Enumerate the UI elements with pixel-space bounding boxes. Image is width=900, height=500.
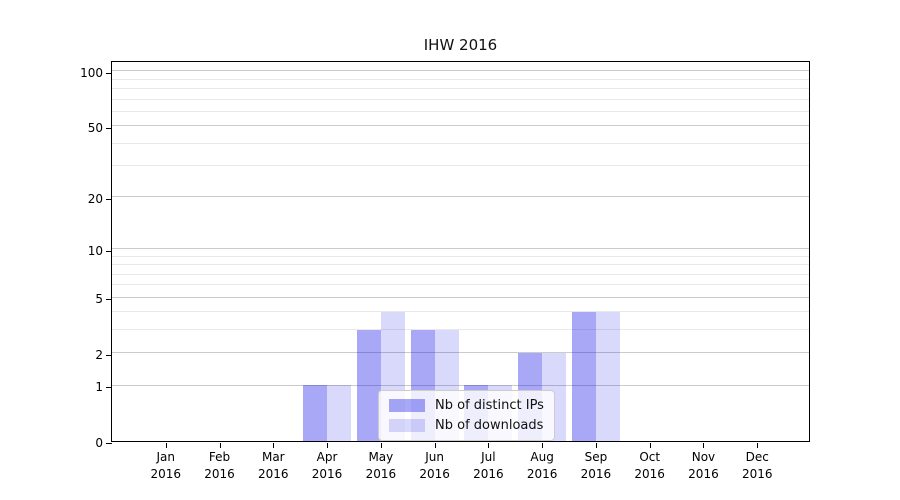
x-tick-label: Oct 2016 (634, 450, 665, 481)
y-tick-mark (106, 443, 112, 444)
y-gridline-major (112, 125, 809, 127)
x-tick-label: Feb 2016 (204, 450, 235, 481)
x-tick-mark (434, 443, 436, 448)
bar-downloads (595, 311, 620, 441)
y-gridline-major (112, 196, 809, 198)
y-tick-mark (106, 198, 112, 200)
x-tick-label: Aug 2016 (526, 450, 558, 481)
x-tick-mark (649, 443, 651, 448)
y-gridline-minor (112, 311, 809, 313)
y-gridline-major (112, 248, 809, 250)
bar-distinct-ips (356, 329, 381, 441)
y-gridline-minor (112, 165, 809, 167)
y-gridline-minor (112, 264, 809, 266)
y-gridline-minor (112, 110, 809, 112)
y-gridline-minor (112, 98, 809, 100)
x-tick-label: Nov 2016 (688, 450, 719, 481)
y-gridline-major (112, 384, 809, 386)
plot-area: Nb of distinct IPs Nb of downloads 0 1 2 5 1… (80, 61, 810, 481)
x-tick-mark (219, 443, 221, 448)
bar-distinct-ips (571, 311, 596, 441)
y-gridline-major (112, 70, 809, 72)
x-tick-label: Jun 2016 (419, 450, 450, 481)
y-gridline-minor (112, 87, 809, 89)
y-gridline-minor (112, 142, 809, 144)
chart-title: IHW 2016 (423, 36, 498, 54)
x-tick-label: Sep 2016 (580, 450, 612, 481)
y-tick-label: 100 (80, 65, 103, 80)
y-tick-label: 20 (87, 191, 103, 206)
downloads-color-swatch (389, 419, 425, 432)
y-gridline-minor (112, 273, 809, 275)
y-tick-label: 50 (87, 120, 103, 135)
x-tick-mark (757, 443, 759, 448)
x-tick-mark (595, 443, 597, 448)
y-gridline-minor (112, 78, 809, 80)
y-tick-label: 1 (95, 380, 103, 395)
y-tick-mark (106, 72, 112, 74)
y-gridline-minor (112, 329, 809, 331)
legend-label-downloads: Nb of downloads (435, 418, 544, 433)
x-tick-label: Dec 2016 (741, 450, 773, 481)
x-tick-label: Jan 2016 (150, 450, 182, 481)
x-tick-mark (542, 443, 544, 448)
legend: Nb of distinct IPs Nb of downloads (378, 390, 555, 441)
bar-distinct-ips (303, 385, 328, 441)
x-tick-mark (703, 443, 705, 448)
y-tick-mark (106, 354, 112, 356)
y-tick-mark (106, 299, 112, 301)
bar-downloads (327, 385, 352, 441)
y-tick-label: 0 (95, 436, 103, 450)
y-tick-mark (106, 387, 112, 389)
legend-row-ips: Nb of distinct IPs (389, 398, 544, 413)
x-tick-mark (380, 443, 382, 448)
x-tick-label: Mar 2016 (258, 450, 289, 481)
x-tick-mark (327, 443, 329, 448)
y-gridline-minor (112, 255, 809, 257)
x-tick-label: May 2016 (365, 450, 397, 481)
x-tick-mark (273, 443, 275, 448)
x-tick-mark (165, 443, 167, 448)
legend-row-downloads: Nb of downloads (389, 418, 544, 433)
y-gridline-major (112, 296, 809, 298)
y-tick-label: 10 (87, 243, 103, 258)
ips-color-swatch (389, 399, 425, 412)
x-tick-label: Jul 2016 (473, 450, 504, 481)
y-gridline-minor (112, 284, 809, 286)
x-tick-mark (488, 443, 490, 448)
y-tick-mark (106, 127, 112, 129)
y-tick-label: 5 (95, 292, 103, 307)
y-tick-mark (106, 250, 112, 252)
y-tick-label: 2 (95, 347, 103, 362)
legend-label-ips: Nb of distinct IPs (435, 398, 544, 413)
y-gridline-major (112, 352, 809, 354)
x-tick-label: Apr 2016 (311, 450, 343, 481)
